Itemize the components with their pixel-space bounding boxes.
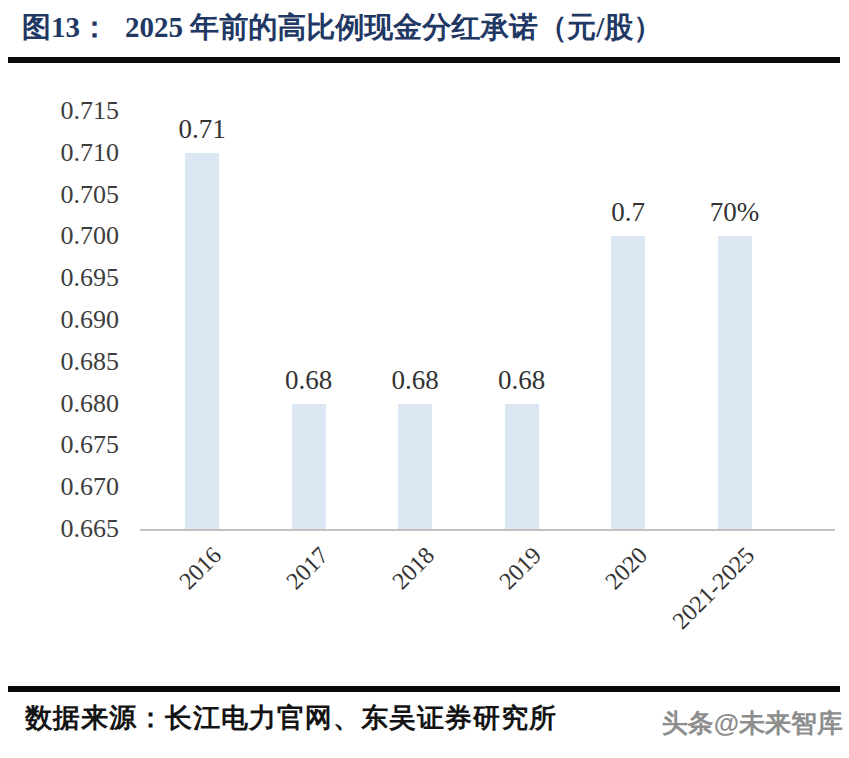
bar bbox=[185, 153, 219, 529]
bar bbox=[292, 404, 326, 529]
y-axis-tick-label: 0.675 bbox=[27, 429, 119, 461]
y-axis-tick-label: 0.690 bbox=[27, 304, 119, 336]
y-axis-tick-label: 0.695 bbox=[27, 262, 119, 294]
y-axis-tick-label: 0.710 bbox=[27, 137, 119, 169]
x-axis-tick-label: 2019 bbox=[494, 542, 546, 594]
x-axis-tick-label: 2020 bbox=[600, 542, 652, 594]
report-figure-page: 图13： 2025 年前的高比例现金分红承诺（元/股） 0.715 0.710 0.… bbox=[0, 0, 849, 758]
bar bbox=[505, 404, 539, 529]
bar bbox=[718, 236, 752, 529]
y-axis-tick-label: 0.685 bbox=[27, 346, 119, 378]
y-axis-tick-label: 0.665 bbox=[27, 513, 119, 545]
figure-title-text: 2025 年前的高比例现金分红承诺（元/股） bbox=[125, 8, 662, 48]
x-axis-tick-label: 2016 bbox=[174, 542, 226, 594]
bar-value-label: 0.71 bbox=[132, 113, 272, 145]
y-axis-tick-label: 0.700 bbox=[27, 220, 119, 252]
x-axis-line bbox=[140, 529, 835, 531]
bar-value-label: 0.68 bbox=[452, 364, 592, 396]
figure-number: 图13： bbox=[22, 8, 109, 48]
y-axis-tick-label: 0.670 bbox=[27, 471, 119, 503]
y-axis-tick-label: 0.705 bbox=[27, 179, 119, 211]
title-divider-rule bbox=[8, 57, 840, 63]
footer-divider-rule bbox=[8, 686, 840, 692]
x-axis-tick-label: 2021-2025 bbox=[667, 542, 759, 634]
data-source-text: 数据来源：长江电力官网、东吴证券研究所 bbox=[25, 700, 557, 736]
y-axis-tick-label: 0.715 bbox=[27, 95, 119, 127]
figure-title: 图13： 2025 年前的高比例现金分红承诺（元/股） bbox=[22, 8, 662, 48]
bar-value-label: 70% bbox=[665, 196, 805, 228]
bar-chart: 0.7150.7100.7050.7000.6950.6900.6850.680… bbox=[0, 70, 849, 670]
x-axis-tick-label: 2017 bbox=[281, 542, 333, 594]
bar bbox=[398, 404, 432, 529]
x-axis-tick-label: 2018 bbox=[387, 542, 439, 594]
y-axis-tick-label: 0.680 bbox=[27, 388, 119, 420]
bar bbox=[611, 236, 645, 529]
watermark-text: 头条@未来智库 bbox=[662, 706, 843, 741]
